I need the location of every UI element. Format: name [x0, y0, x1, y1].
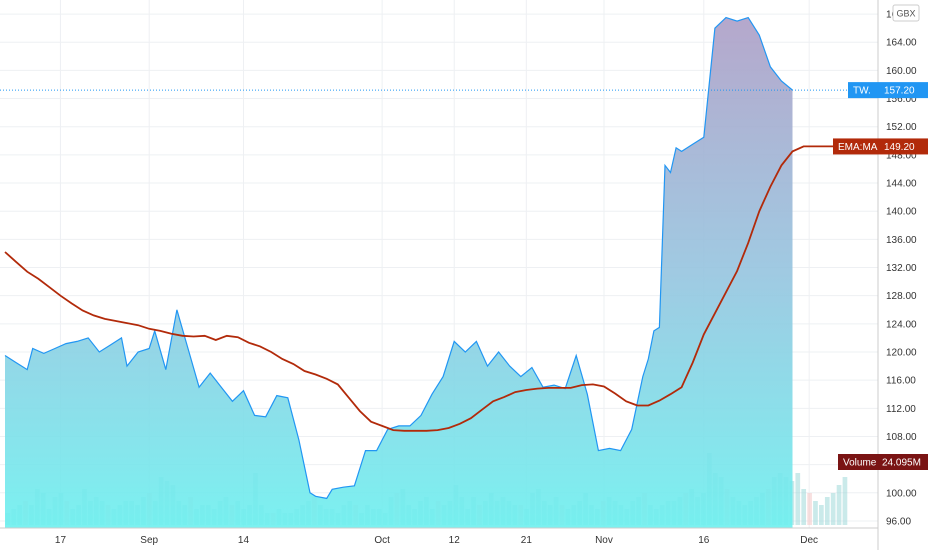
volume-series-name: Volume: [843, 458, 877, 469]
x-tick-label: 21: [521, 535, 533, 546]
price-area-fill: [5, 17, 793, 528]
price-series-name: TW.: [853, 86, 871, 97]
ema-tag: EMA:MA 149.20: [833, 138, 928, 155]
y-tick-label: 112.00: [886, 404, 916, 415]
volume-bar: [842, 477, 848, 525]
y-tick-label: 124.00: [886, 319, 917, 330]
ema-line: [4, 145, 848, 432]
volume-bar: [830, 493, 836, 525]
volume-tag: Volume 24.095M: [838, 454, 928, 470]
y-tick-label: 156.00: [886, 94, 917, 105]
y-tick-label: 116.00: [886, 376, 916, 387]
x-tick-label: Dec: [800, 535, 818, 546]
y-tick-label: 152.00: [886, 122, 917, 133]
ema-series-name: EMA:MA: [838, 142, 878, 153]
volume-bar: [795, 473, 801, 525]
volume-bar: [836, 485, 842, 525]
y-tick-label: 100.00: [886, 488, 917, 499]
price-area: [4, 16, 793, 528]
x-tick-label: Nov: [595, 535, 613, 546]
x-tick-label: Sep: [140, 535, 158, 546]
y-tick-label: 128.00: [886, 291, 917, 302]
ema-last-value: 149.20: [884, 142, 915, 153]
y-tick-label: 96.00: [886, 516, 911, 527]
price-last-value: 157.20: [884, 86, 915, 97]
y-tick-label: 164.00: [886, 38, 917, 49]
price-line: [4, 16, 793, 500]
volume-bar: [824, 497, 830, 525]
currency-badge[interactable]: GBX: [892, 4, 920, 22]
volume-bar: [801, 489, 807, 525]
currency-label: GBX: [896, 9, 915, 19]
x-tick-label: Oct: [374, 535, 390, 546]
x-tick-label: 12: [449, 535, 461, 546]
volume-bar: [807, 493, 812, 525]
volume-bar: [819, 505, 824, 525]
x-axis[interactable]: 17 Sep 14 Oct 12 21 Nov 16 Dec: [55, 535, 818, 546]
y-tick-label: 148.00: [886, 150, 917, 161]
y-tick-label: 144.00: [886, 179, 917, 190]
volume-bar: [813, 501, 818, 525]
y-tick-label: 136.00: [886, 235, 917, 246]
y-tick-label: 108.00: [886, 432, 917, 443]
x-tick-label: 16: [698, 535, 710, 546]
volume-last-value: 24.095M: [882, 458, 921, 469]
ema-layer: [4, 145, 848, 432]
y-tick-label: 120.00: [886, 348, 917, 359]
x-tick-label: 14: [238, 535, 250, 546]
y-tick-label: 140.00: [886, 207, 917, 218]
y-tick-label: 132.00: [886, 263, 917, 274]
price-tag: TW. 157.20: [848, 82, 928, 99]
y-tick-label: 160.00: [886, 66, 917, 77]
x-tick-label: 17: [55, 535, 67, 546]
